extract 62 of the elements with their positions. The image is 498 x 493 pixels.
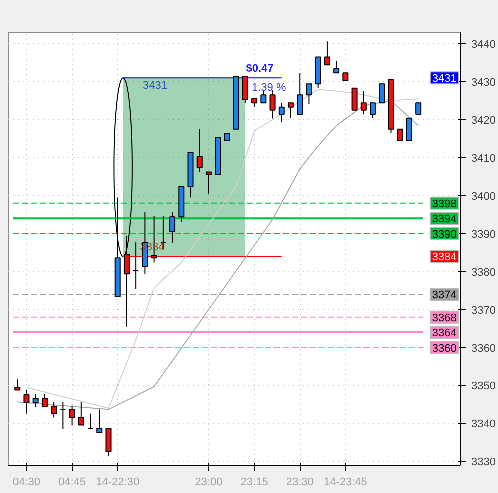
candlestick — [260, 90, 267, 104]
y-tick-label: 3340 — [472, 418, 496, 431]
y-tick-label: 3370 — [472, 304, 496, 317]
x-tick-label: 23:30 — [286, 476, 314, 488]
candlestick — [379, 84, 386, 104]
candlestick — [24, 390, 30, 414]
candlestick — [88, 413, 94, 430]
candlestick — [324, 41, 330, 66]
candlestick — [78, 402, 84, 426]
candlestick — [133, 242, 140, 290]
candlestick — [69, 405, 76, 426]
text: 3384 — [432, 252, 457, 264]
candlestick — [242, 76, 248, 104]
candlestick — [360, 90, 367, 116]
candlestick — [96, 409, 103, 434]
y-tick-label: 3410 — [472, 152, 496, 165]
ref-line-label: 3360 — [432, 342, 457, 355]
candlestick — [397, 128, 404, 142]
x-tick-label: 14-22:30 — [96, 476, 140, 488]
ref-line-label: 3368 — [432, 312, 457, 324]
candlestick — [288, 102, 294, 119]
candlestick — [406, 118, 412, 142]
y-tick-label: 3390 — [472, 228, 496, 241]
y-tick-label: 3440 — [472, 38, 496, 51]
ref-line-label: 3364 — [432, 328, 457, 340]
y-tick-label: 3400 — [472, 190, 496, 203]
y-tick-label: 3360 — [472, 342, 496, 355]
ref-line-label: 3394 — [432, 214, 457, 226]
candlestick — [270, 90, 276, 120]
annotation: $0.47 — [246, 63, 274, 76]
candlestick — [14, 379, 21, 391]
candlestick — [51, 402, 58, 418]
candlestick — [334, 60, 340, 74]
ref-line-label: 3398 — [432, 198, 457, 210]
candlestick — [370, 102, 376, 119]
ref-line-label: 3374 — [432, 290, 457, 302]
candlestick — [106, 428, 112, 457]
y-tick-label: 3330 — [472, 456, 496, 469]
y-tick-label: 3430 — [472, 76, 496, 89]
candlestick — [206, 172, 212, 194]
candlestick — [60, 402, 66, 430]
candlestick — [297, 72, 304, 116]
y-tick-label: 3420 — [472, 114, 496, 127]
candlestick — [278, 102, 285, 124]
text: 3431 — [432, 73, 457, 86]
y-tick-label: 3380 — [472, 266, 496, 279]
candlestick — [42, 394, 48, 408]
annotation: 3431 — [142, 80, 168, 92]
candlestick — [32, 394, 39, 408]
x-tick-label: 04:30 — [12, 476, 40, 488]
x-tick-label: 23:15 — [240, 476, 268, 488]
ref-line-label: 3390 — [432, 228, 457, 241]
y-tick-label: 3350 — [472, 380, 496, 393]
x-tick-label: 23:00 — [195, 476, 223, 488]
candlestick — [306, 84, 312, 105]
x-tick-label: 14-23:45 — [324, 476, 368, 488]
candlestick — [196, 128, 203, 173]
candlestick — [170, 212, 176, 244]
annotation: 1.39 % — [252, 82, 286, 94]
x-tick-label: 04:45 — [58, 476, 86, 488]
candlestick — [352, 88, 358, 111]
candlestick — [416, 102, 422, 116]
